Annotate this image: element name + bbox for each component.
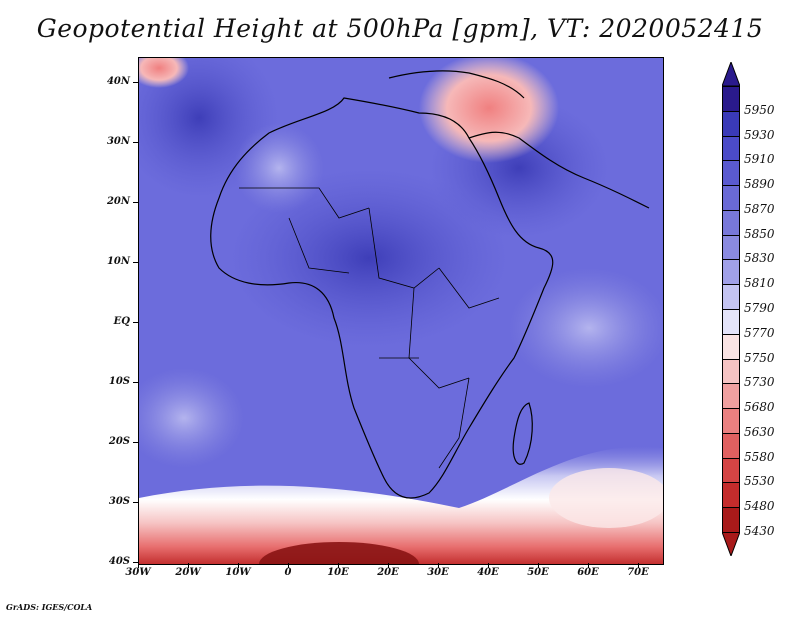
lon-label: 20E (373, 567, 403, 578)
lon-label: 50E (523, 567, 553, 578)
lat-tick (133, 502, 138, 503)
colorbar-swatch (722, 235, 740, 261)
lat-label: 30N (90, 136, 130, 147)
colorbar-swatch (722, 383, 740, 409)
colorbar-level-label: 5830 (744, 251, 775, 265)
lon-label: 30E (423, 567, 453, 578)
colorbar-bottom-arrow (722, 532, 740, 556)
colorbar-swatch (722, 359, 740, 385)
colorbar-level-label: 5630 (744, 425, 775, 439)
lat-tick (133, 202, 138, 203)
lat-label: 40S (90, 556, 130, 567)
colorbar-level-label: 5730 (744, 375, 775, 389)
colorbar-swatch (722, 334, 740, 360)
lat-label: 20S (90, 436, 130, 447)
colorbar-level-label: 5930 (744, 128, 775, 142)
colorbar-swatch (722, 284, 740, 310)
colorbar-swatch (722, 111, 740, 137)
lat-label: 30S (90, 496, 130, 507)
colorbar-level-label: 5580 (744, 450, 775, 464)
colorbar-level-label: 5850 (744, 227, 775, 241)
colorbar-level-label: 5770 (744, 326, 775, 340)
lat-label: 40N (90, 76, 130, 87)
colorbar-level-label: 5430 (744, 524, 775, 538)
lon-label: 20W (173, 567, 203, 578)
colorbar-top-arrow (722, 62, 740, 86)
colorbar-level-label: 5750 (744, 351, 775, 365)
colorbar-swatch (722, 433, 740, 459)
map-panel[interactable] (138, 57, 664, 565)
colorbar-level-label: 5810 (744, 276, 775, 290)
colorbar-swatch (722, 507, 740, 533)
lat-tick (133, 142, 138, 143)
colorbar-level-label: 5910 (744, 152, 775, 166)
lat-label: 10N (90, 256, 130, 267)
lat-label: 10S (90, 376, 130, 387)
lon-label: 40E (473, 567, 503, 578)
lat-tick (133, 322, 138, 323)
lat-tick (133, 382, 138, 383)
colorbar-level-label: 5680 (744, 400, 775, 414)
colorbar-swatch (722, 185, 740, 211)
lon-label: 10E (323, 567, 353, 578)
colorbar-swatch (722, 259, 740, 285)
colorbar-swatch (722, 210, 740, 236)
lon-label: 10W (223, 567, 253, 578)
lat-tick (133, 82, 138, 83)
colorbar-swatch (722, 482, 740, 508)
lat-tick (133, 262, 138, 263)
lat-tick (133, 442, 138, 443)
colorbar-swatch (722, 309, 740, 335)
colorbar-level-label: 5870 (744, 202, 775, 216)
colorbar-swatch (722, 160, 740, 186)
lat-label: EQ (90, 316, 130, 327)
colorbar-swatch (722, 86, 740, 112)
colorbar-level-label: 5790 (744, 301, 775, 315)
lon-label: 70E (623, 567, 653, 578)
grads-credit: GrADS: IGES/COLA (6, 602, 92, 612)
colorbar-swatch (722, 136, 740, 162)
map-title: Geopotential Height at 500hPa [gpm], VT:… (0, 14, 800, 43)
colorbar-swatch (722, 408, 740, 434)
height-field-map (139, 58, 663, 564)
lat-label: 20N (90, 196, 130, 207)
lon-label: 0 (273, 567, 303, 578)
colorbar-level-label: 5950 (744, 103, 775, 117)
colorbar-level-label: 5480 (744, 499, 775, 513)
lon-label: 60E (573, 567, 603, 578)
lon-label: 30W (123, 567, 153, 578)
colorbar-swatch (722, 458, 740, 484)
colorbar-level-label: 5530 (744, 474, 775, 488)
colorbar-level-label: 5890 (744, 177, 775, 191)
